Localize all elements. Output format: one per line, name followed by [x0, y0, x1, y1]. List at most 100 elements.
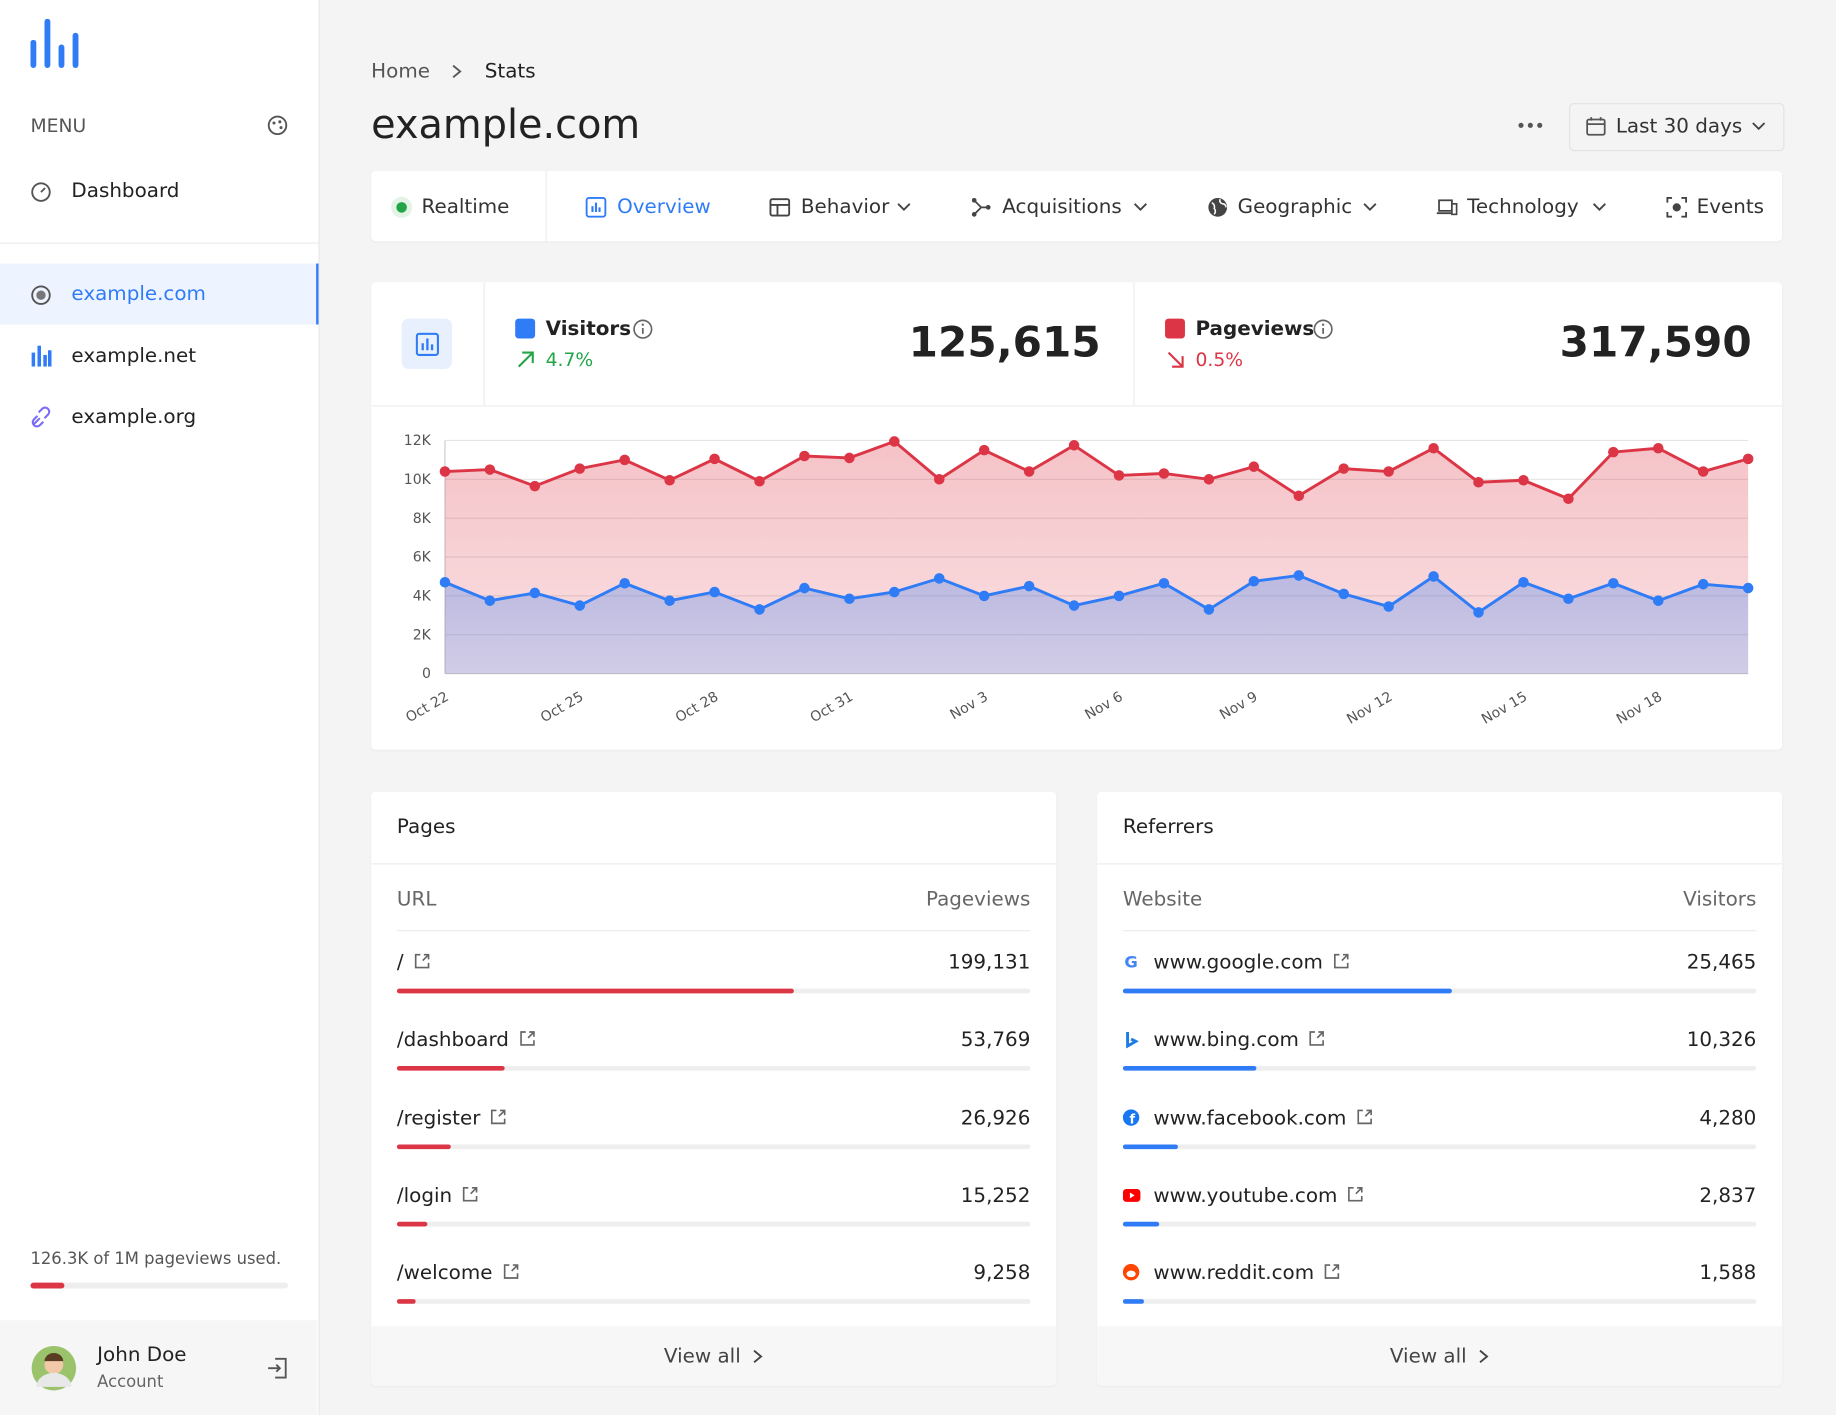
external-link[interactable]: [1347, 1185, 1365, 1203]
logout-icon[interactable]: [266, 1356, 289, 1379]
card-footer: [371, 1326, 1057, 1386]
point: [1518, 474, 1529, 486]
change: 0.5%: [1195, 348, 1244, 371]
external-link[interactable]: [1323, 1263, 1341, 1281]
x-tick-label: Nov 3: [948, 689, 991, 723]
column-header: URL: [396, 887, 437, 912]
view-all[interactable]: View all: [1389, 1344, 1467, 1369]
info-icon[interactable]: [1313, 319, 1334, 340]
column-header: Pageviews: [925, 887, 1031, 912]
point: [439, 576, 451, 588]
point: [709, 586, 720, 598]
bar: [1122, 1066, 1257, 1072]
row-label[interactable]: www.reddit.com: [1153, 1261, 1315, 1286]
row-value: 15,252: [960, 1184, 1031, 1208]
tab[interactable]: Technology: [1467, 195, 1579, 220]
chevron: [1592, 203, 1606, 212]
favicon: [1122, 1188, 1141, 1202]
point: [933, 573, 945, 584]
row-label[interactable]: www.facebook.com: [1153, 1106, 1347, 1130]
bar-track: [396, 1221, 1031, 1227]
external-link[interactable]: [1332, 952, 1350, 970]
logo[interactable]: [30, 18, 82, 71]
tab[interactable]: Overview: [617, 195, 711, 220]
bar-track: [396, 1143, 1031, 1149]
tab[interactable]: Behavior: [800, 195, 890, 220]
point: [1203, 474, 1215, 485]
x-tick-label: Oct 25: [538, 689, 586, 726]
avatar[interactable]: [30, 1345, 77, 1392]
point: [484, 595, 496, 606]
point: [1293, 570, 1305, 581]
chevron: [1479, 1349, 1489, 1364]
nav-link[interactable]: Dashboard: [71, 179, 180, 203]
external-link[interactable]: [461, 1185, 479, 1203]
active-row[interactable]: [0, 263, 319, 325]
total: 125,615: [908, 319, 1101, 368]
tab[interactable]: Acquisitions: [1002, 195, 1122, 220]
external-link[interactable]: [519, 1030, 537, 1048]
external-link[interactable]: [489, 1108, 507, 1126]
site-icon: [31, 285, 51, 305]
point: [574, 600, 586, 611]
bar-track: [396, 988, 1031, 994]
row-value: 1,588: [1699, 1261, 1757, 1286]
usage-track: [30, 1282, 289, 1289]
row-label[interactable]: /welcome: [396, 1261, 493, 1286]
row-label[interactable]: www.google.com: [1153, 951, 1323, 975]
y-tick-label: 10K: [404, 472, 432, 488]
point: [1473, 476, 1484, 488]
point: [1563, 593, 1574, 605]
breadcrumb[interactable]: Home: [371, 59, 430, 84]
point: [1653, 595, 1664, 606]
divider: [1122, 930, 1757, 932]
theme-icon[interactable]: [267, 115, 288, 136]
bar-track: [1122, 1143, 1757, 1149]
divider: [396, 930, 1031, 932]
calendar-icon: [1586, 117, 1606, 136]
card-title: Pages: [396, 815, 456, 839]
breadcrumb-sep: [452, 64, 462, 79]
tab-icon: [971, 197, 991, 217]
point: [1697, 466, 1709, 477]
chevron: [1133, 203, 1147, 212]
site-link[interactable]: example.org: [71, 405, 197, 429]
divider: [545, 171, 547, 242]
info-icon[interactable]: [632, 319, 653, 340]
external-link[interactable]: [502, 1263, 520, 1281]
bar-track: [396, 1066, 1031, 1072]
external-link[interactable]: [1356, 1108, 1374, 1126]
more-button[interactable]: [1517, 121, 1543, 130]
site-link[interactable]: example.com: [71, 282, 206, 306]
site-icon: [31, 406, 51, 428]
bar-track: [1122, 1221, 1757, 1227]
usage-text: 126.3K of 1M pageviews used.: [30, 1249, 282, 1269]
x-tick-label: Oct 31: [808, 689, 856, 726]
bar-track: [1122, 1299, 1757, 1304]
legend-label: Visitors: [545, 317, 632, 341]
external-link[interactable]: [1308, 1030, 1326, 1048]
point: [978, 444, 990, 456]
tab[interactable]: Events: [1696, 195, 1765, 220]
divider: [371, 863, 1057, 865]
row-label[interactable]: www.youtube.com: [1153, 1184, 1338, 1208]
row-value: 10,326: [1686, 1028, 1757, 1053]
favicon: [1122, 1264, 1140, 1281]
row-label[interactable]: /register: [396, 1106, 481, 1130]
row-value: 2,837: [1699, 1184, 1757, 1208]
row-label[interactable]: /login: [396, 1184, 453, 1208]
point: [619, 454, 630, 466]
stats-icon-glyph: [415, 332, 439, 356]
point: [1203, 604, 1215, 615]
svg-text:f: f: [1129, 1112, 1135, 1127]
date-range[interactable]: Last 30 days: [1615, 114, 1743, 139]
site-link[interactable]: example.net: [71, 344, 197, 368]
row-label[interactable]: www.bing.com: [1153, 1028, 1299, 1053]
favicon: [1126, 1032, 1139, 1049]
row-label[interactable]: /: [396, 951, 404, 975]
row-label[interactable]: /dashboard: [396, 1028, 509, 1053]
tab[interactable]: Geographic: [1237, 195, 1353, 220]
external-link[interactable]: [413, 952, 431, 970]
tab[interactable]: Realtime: [421, 195, 510, 220]
view-all[interactable]: View all: [663, 1344, 741, 1369]
